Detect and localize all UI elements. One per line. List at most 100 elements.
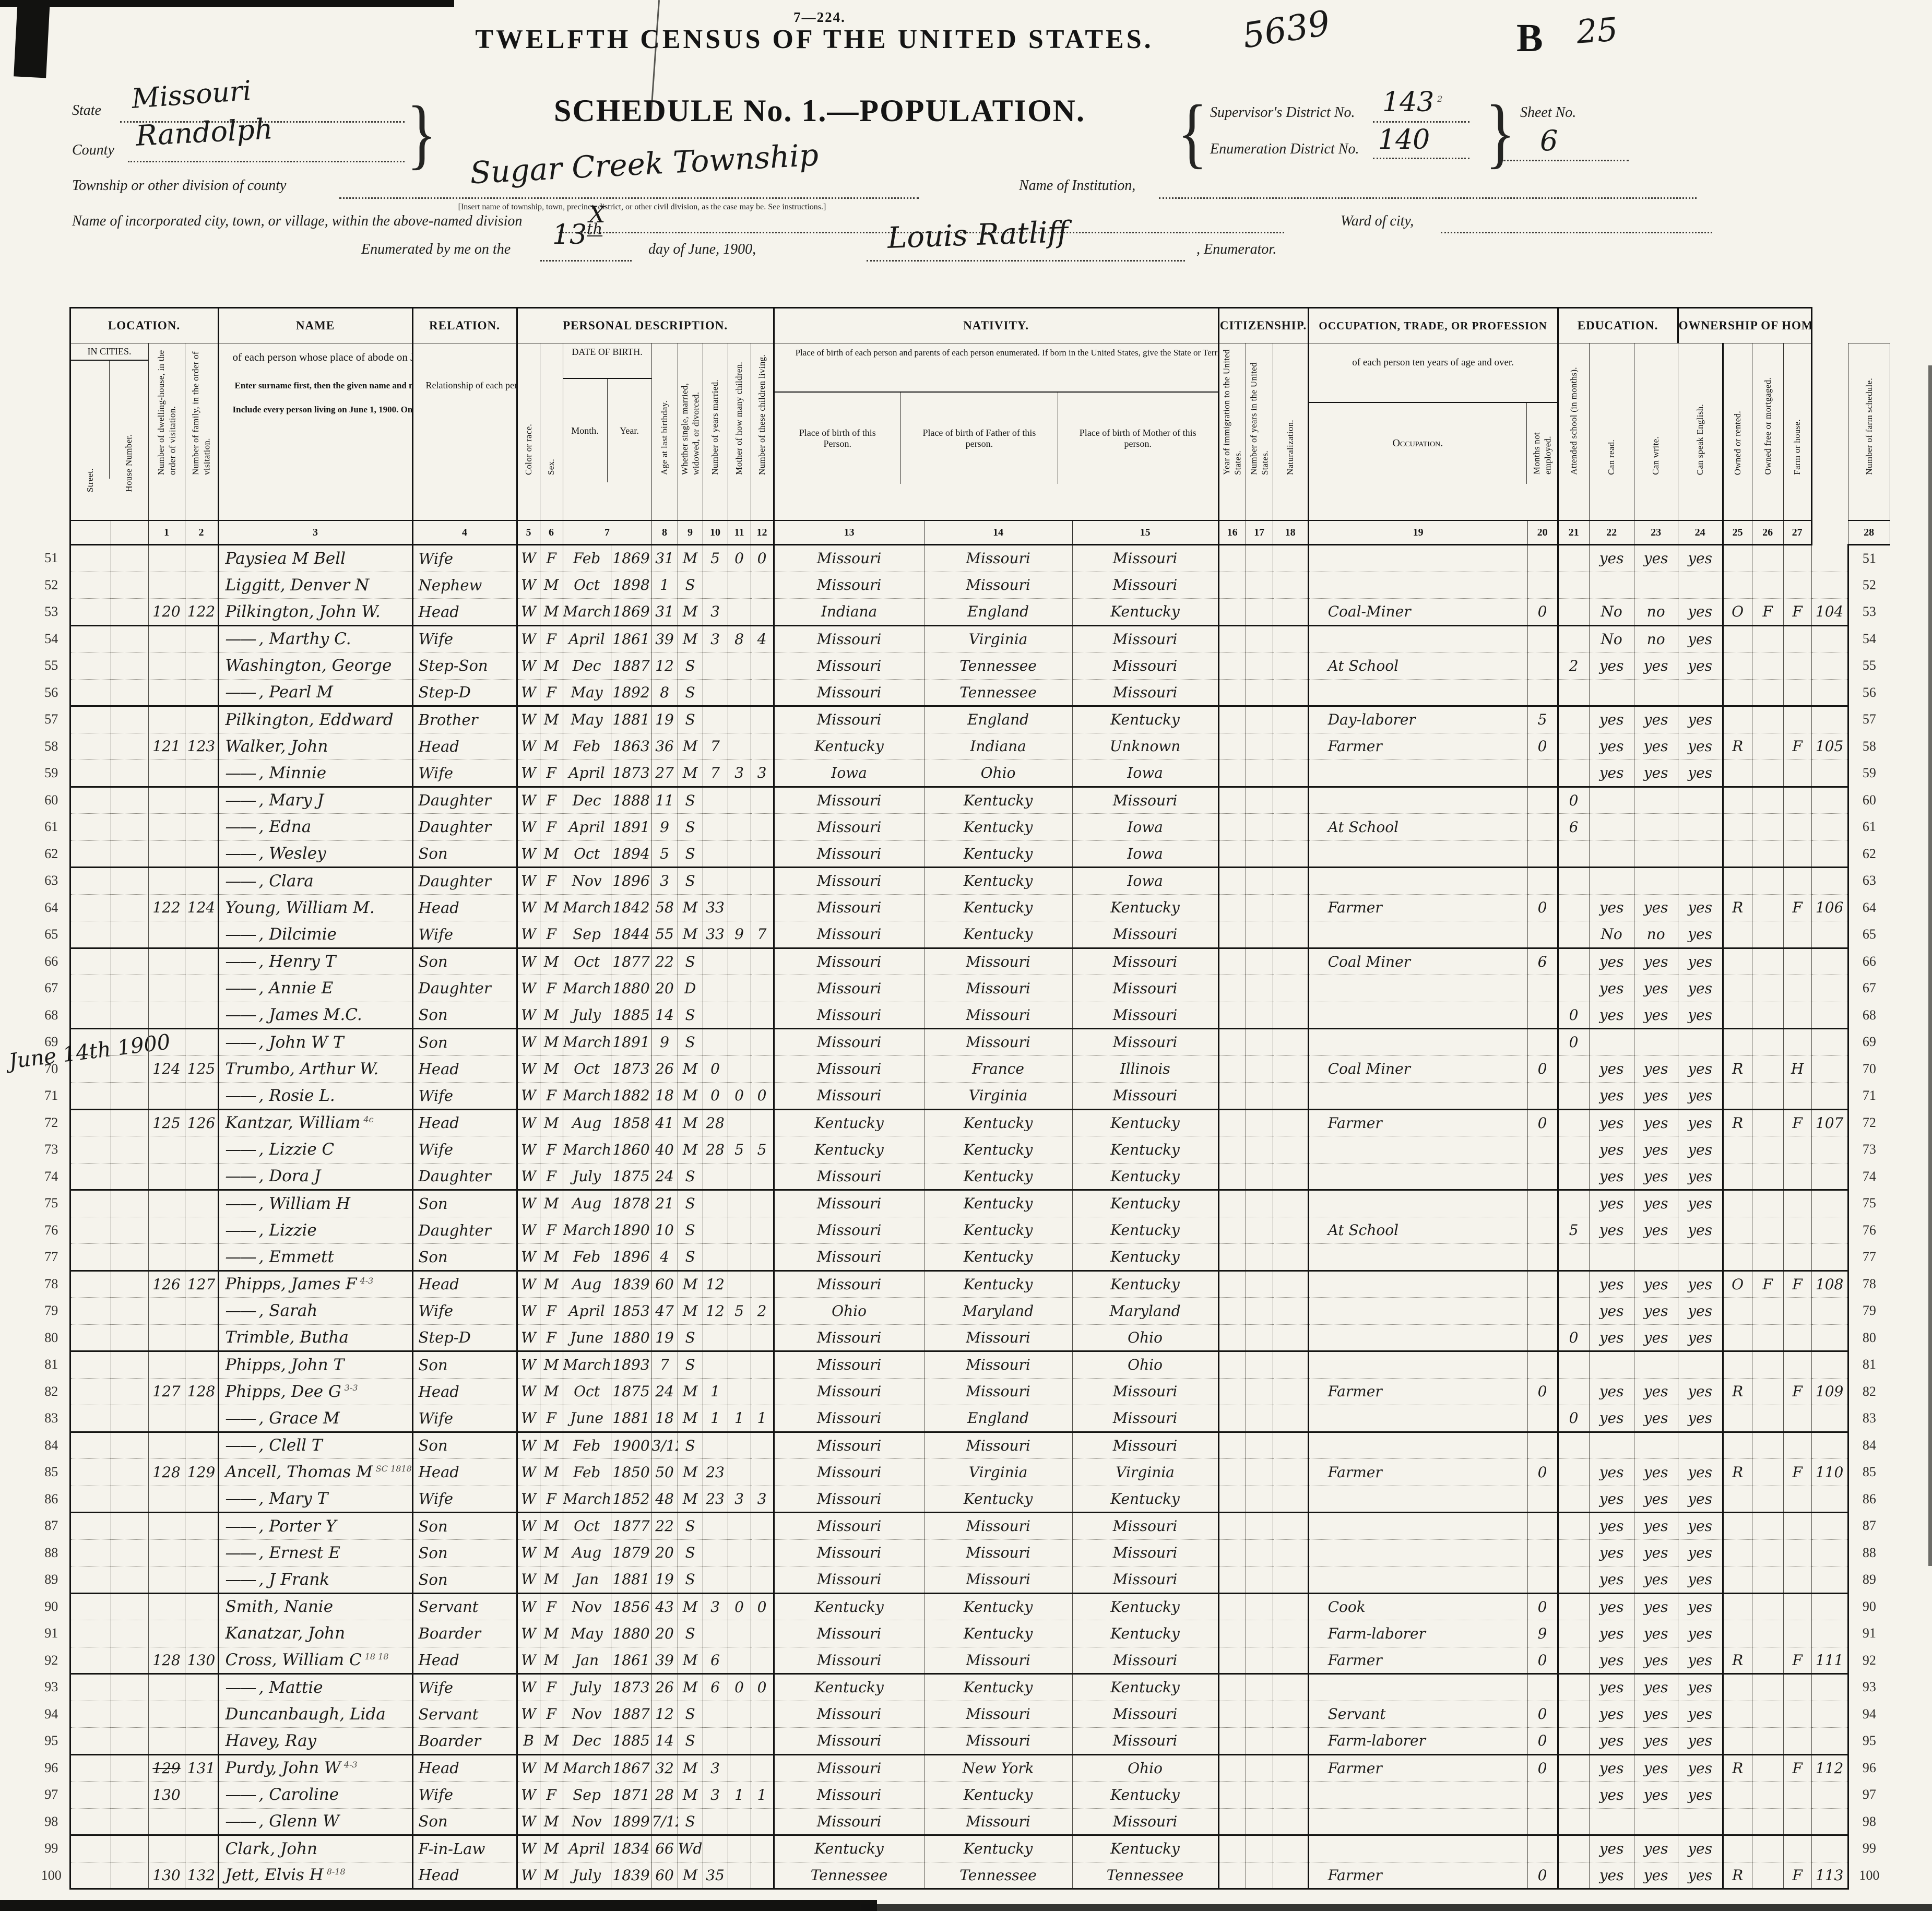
cell-can-read: yes [1589,1862,1634,1890]
cell-pob-father: Kentucky [923,787,1073,814]
cell-sex: F [539,975,563,1002]
cell-children-living [750,1727,774,1755]
cell-family-number: 132 [184,1862,219,1890]
cell-sex: M [539,1566,563,1594]
cell-naturalization [1272,1781,1309,1809]
cell-years-married: 0 [702,1055,728,1083]
cell-pob-father: Kentucky [923,1243,1073,1272]
cell-birth-month: Sep [562,1781,611,1809]
line-number-left: 77 [44,1249,58,1265]
cell-pob-person: Missouri [773,1808,924,1836]
cell-pob-mother: Ohio [1072,1351,1219,1379]
cell-birth-year: 1893 [610,1351,652,1379]
cell-dwelling-number [148,975,185,1002]
cell-can-write: yes [1633,1217,1678,1244]
cell-birth-year: 1858 [610,1109,652,1136]
cell-can-write: yes [1633,1458,1678,1486]
line-number-right: 92 [1847,1647,1890,1674]
cell-immigration-year [1217,813,1246,841]
person-row-94: 94 Duncanbaugh, Lida Servant W F Nov 1887 12 S Mi… [33,1701,1890,1728]
cell-relation: Son [411,1002,517,1029]
person-row-69: 69 ——, John W T Son W M March 1891 9 S Missouri Mi… [33,1028,1890,1056]
cell-pob-mother: Missouri [1072,1378,1219,1405]
cell-pob-person: Missouri [773,1271,924,1298]
cell-mother-of-children [727,733,751,760]
cell-can-english: yes [1677,1593,1723,1620]
cell-farm-house: H [1783,1055,1812,1083]
cell-house-number [110,1808,148,1836]
cell-mother-of-children [727,572,751,599]
cell-can-write [1633,679,1678,707]
cell-naturalization [1272,1647,1309,1675]
person-row-61: 61 ——, Edna Daughter W F April 1891 9 S Missouri K… [33,813,1890,841]
cell-farm-schedule [1811,679,1848,707]
cell-dwelling-number [148,1593,185,1620]
cell-free-mortgaged [1751,1351,1784,1379]
cell-naturalization [1272,975,1309,1002]
cell-marital-status: S [677,787,703,814]
cell-pob-mother: Missouri [1072,1566,1219,1594]
schedule-title: SCHEDULE No. 1.—POPULATION. [554,93,1085,128]
cell-age: 11 [651,787,678,814]
cell-age: 12 [651,652,678,680]
cell-occupation [1307,544,1528,572]
cell-pob-father: Missouri [923,1539,1073,1566]
cell-immigration-year [1217,1862,1246,1890]
cell-farm-schedule [1811,1002,1848,1029]
cell-can-write [1633,813,1678,841]
cell-naturalization [1272,544,1309,572]
line-number-right: 97 [1847,1781,1890,1808]
cell-mother-of-children [727,813,751,841]
cell-attended-school [1557,1271,1590,1298]
line-number-left: 87 [44,1518,58,1534]
cell-house-number [110,867,148,895]
person-row-65: 65 ——, Dilcimie Wife W F Sep 1844 55 M 33 9 7 Missou… [33,921,1890,949]
cell-family-number [184,1539,219,1566]
cell-sex: M [539,1190,563,1217]
cell-relation: Son [411,1190,517,1217]
cell-attended-school [1557,1055,1590,1083]
cell-birth-month: Sep [562,921,611,949]
cell-naturalization [1272,1190,1309,1217]
cell-marital-status: M [677,1055,703,1083]
cell-attended-school [1557,679,1590,707]
cell-sex: M [539,1754,563,1782]
cell-can-read: yes [1589,1727,1634,1755]
person-row-99: 99 Clark, John F-in-Law W M April 1834 66 Wd Kent… [33,1835,1890,1862]
cell-farm-house [1783,1351,1812,1379]
cell-age: 39 [651,1647,678,1675]
cell-marital-status: S [677,1727,703,1755]
cell-children-living [750,1862,774,1890]
cell-street [69,1163,111,1191]
cell-pob-father: Ohio [923,759,1073,788]
header-age: Age at last birthday. [651,343,678,521]
line-number-right: 94 [1847,1701,1890,1728]
cell-occupation [1307,840,1528,868]
cell-street [69,1055,111,1083]
cell-marital-status: S [677,1324,703,1352]
cell-house-number [110,1458,148,1486]
line-number-right: 66 [1847,948,1890,975]
cell-farm-schedule [1811,1486,1848,1513]
cell-children-living: 4 [750,625,774,652]
cell-farm-schedule: 106 [1811,894,1848,921]
cell-dwelling-number [148,1486,185,1513]
cell-color-race: W [516,1808,540,1836]
cell-farm-schedule: 104 [1811,598,1848,626]
cell-color-race: W [516,544,540,572]
cell-free-mortgaged [1751,948,1784,975]
person-row-91: 91 Kanatzar, John Boarder W M May 1880 20 S Misso… [33,1620,1890,1647]
cell-pob-father: Kentucky [923,1163,1073,1191]
cell-can-read [1589,1243,1634,1272]
cell-age: 10 [651,1217,678,1244]
cell-farm-schedule: 111 [1811,1647,1848,1675]
cell-occupation: Coal Miner [1307,948,1528,975]
cell-immigration-year [1217,1620,1246,1647]
enumerator-name: Louis Ratliff [886,215,1069,256]
cell-color-race: W [516,706,540,733]
line-number-left: 97 [44,1787,58,1802]
cell-dwelling-number [148,1136,185,1164]
cell-can-write: no [1633,921,1678,949]
cell-mother-of-children [727,1324,751,1352]
cell-birth-year: 1871 [610,1781,652,1809]
